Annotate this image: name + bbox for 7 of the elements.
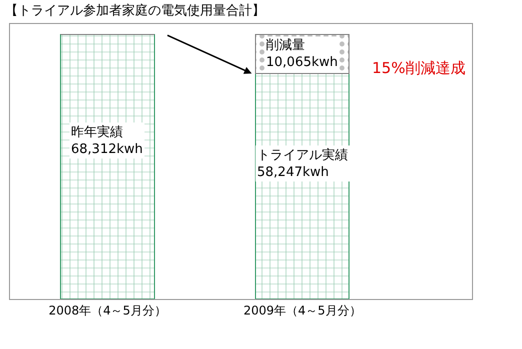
chart-title: 【トライアル参加者家庭の電気使用量合計】	[5, 2, 266, 18]
data-label: 昨年実績 68,312kwh	[71, 124, 143, 157]
x-tick-label: 2009年（4～5月分）	[244, 303, 362, 318]
annotation: 15%削減達成	[372, 59, 466, 77]
data-label: 削減量 10,065kwh	[266, 38, 338, 70]
data-label: トライアル実績 58,247kwh	[257, 147, 348, 180]
x-tick-label: 2008年（4～5月分）	[48, 303, 166, 318]
